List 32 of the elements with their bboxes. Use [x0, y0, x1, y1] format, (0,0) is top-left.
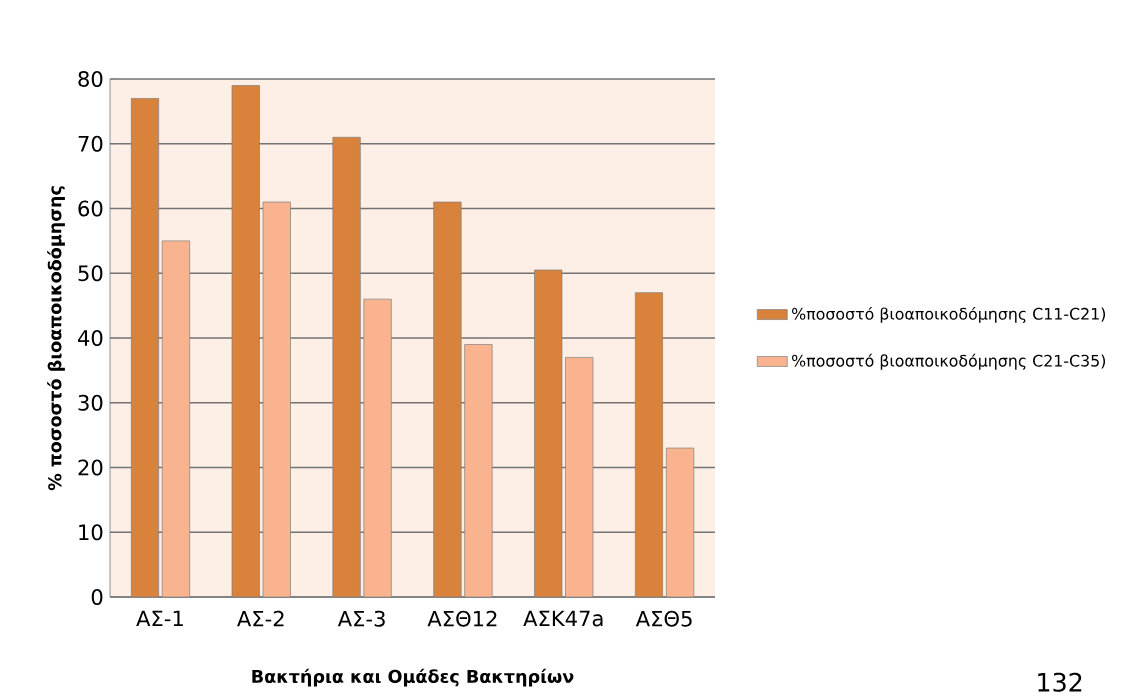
bar: [665, 447, 695, 598]
x-tick-label: ΑΣΘ12: [427, 610, 497, 627]
y-tick-label: 20: [78, 459, 103, 476]
y-tick-label: 40: [77, 330, 103, 347]
text: 132: [1038, 672, 1082, 692]
y-tick-label: 0: [91, 589, 103, 606]
bar: [363, 298, 392, 598]
bar: [464, 344, 493, 598]
x-tick-label: ΑΣ-2: [237, 610, 284, 627]
bar: [534, 269, 563, 598]
x-tick-label: ΑΣΚ47a: [523, 610, 603, 627]
y-axis-title: % ποσοστό βιοαποικοδόμησης: [47, 186, 65, 491]
bar: [332, 137, 361, 598]
bar: [130, 98, 160, 598]
legend-label: %ποσοστό βιοαποικοδόμησης C21-C35): [792, 353, 1106, 370]
y-tick-label: 80: [78, 71, 103, 88]
bar: [161, 240, 191, 598]
y-tick-label: 10: [79, 524, 103, 541]
x-tick-label: ΑΣ-3: [337, 610, 385, 627]
y-tick-label: 30: [78, 394, 103, 411]
y-tick-label: 70: [78, 135, 103, 152]
bar: [565, 357, 594, 598]
bar: [433, 201, 462, 598]
bar: [231, 85, 260, 598]
bar: [634, 292, 664, 598]
y-tick-label: 50: [78, 265, 103, 282]
x-tick-label: ΑΣ-1: [136, 610, 183, 627]
bar: [262, 201, 291, 598]
x-tick-label: ΑΣΘ5: [635, 610, 692, 627]
legend-label: %ποσοστό βιοαποικοδόμησης C11-C21): [792, 307, 1106, 324]
y-tick-label: 60: [78, 200, 103, 217]
x-axis-title: Βακτήρια και Ομάδες Βακτηρίων: [252, 668, 574, 687]
